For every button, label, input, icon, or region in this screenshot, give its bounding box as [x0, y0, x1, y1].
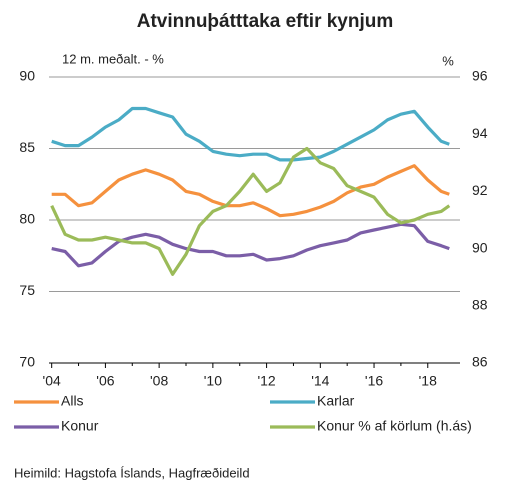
y2-tick-label: 96 [472, 68, 488, 84]
y-tick-label: 70 [19, 354, 35, 370]
x-tick-label: '06 [96, 373, 114, 389]
legend-label: Alls [61, 393, 84, 409]
x-tick-label: '08 [150, 373, 168, 389]
y-tick-label: 90 [19, 68, 35, 84]
y2-axis-label: % [442, 53, 454, 68]
y2-tick-label: 92 [472, 182, 488, 198]
x-tick-label: '16 [365, 373, 383, 389]
y2-tick-label: 94 [472, 125, 488, 141]
y2-tick-label: 86 [472, 354, 488, 370]
y-tick-label: 80 [19, 211, 35, 227]
source: Heimild: Hagstofa Íslands, Hagfræðideild [14, 465, 250, 480]
x-tick-label: '12 [257, 373, 275, 389]
legend-label: Konur % af körlum (h.ás) [317, 418, 472, 434]
y-tick-label: 85 [19, 139, 35, 155]
y2-tick-label: 88 [472, 297, 488, 313]
y-tick-label: 75 [19, 282, 35, 298]
y-axis-label: 12 m. meðalt. - % [62, 51, 164, 66]
legend-label: Karlar [317, 393, 355, 409]
x-tick-label: '10 [204, 373, 222, 389]
series-line [51, 164, 450, 218]
chart-title: Atvinnuþátttaka eftir kynjum [137, 11, 394, 32]
series-line [51, 106, 450, 162]
series-line [51, 222, 450, 268]
x-tick-label: '18 [419, 373, 437, 389]
legend-label: Konur [61, 418, 99, 434]
x-tick-label: '14 [311, 373, 329, 389]
x-tick-label: '04 [43, 373, 61, 389]
series-line [50, 146, 451, 276]
y2-tick-label: 90 [472, 239, 488, 255]
